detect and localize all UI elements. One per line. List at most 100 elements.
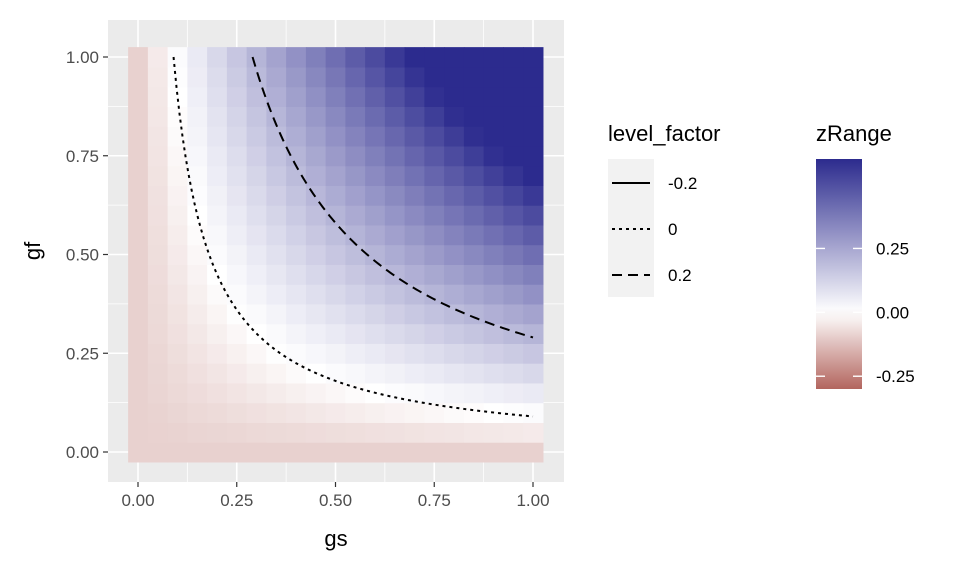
heatmap-tile xyxy=(226,323,248,344)
heatmap-tile xyxy=(424,284,445,305)
heatmap-tile xyxy=(167,442,188,463)
heatmap-tile xyxy=(444,402,465,423)
heatmap-tile xyxy=(187,86,208,107)
heatmap-tile xyxy=(404,323,425,344)
heatmap-tile xyxy=(286,66,307,88)
heatmap-tile xyxy=(226,363,248,384)
heatmap-tile xyxy=(207,66,228,88)
heatmap-tile xyxy=(384,205,406,226)
heatmap-tile xyxy=(147,205,169,226)
heatmap-tile xyxy=(147,442,169,463)
heatmap-tile xyxy=(187,224,208,246)
heatmap-tile xyxy=(325,382,346,404)
heatmap-tile xyxy=(305,165,327,186)
heatmap-tile xyxy=(286,303,307,325)
heatmap-tile xyxy=(286,106,307,127)
heatmap-tile xyxy=(345,106,366,127)
heatmap-tile xyxy=(424,382,445,404)
heatmap-tile xyxy=(384,303,406,325)
x-tick-label: 1.00 xyxy=(516,491,549,510)
heatmap-tile xyxy=(404,145,425,167)
heatmap-tile xyxy=(384,323,406,344)
heatmap-tile xyxy=(325,145,346,167)
heatmap-tile xyxy=(147,264,169,285)
heatmap-tile xyxy=(246,145,267,167)
linetype-legend-label: 0 xyxy=(668,220,677,239)
heatmap-tile xyxy=(483,126,504,147)
heatmap-tile xyxy=(147,303,169,325)
heatmap-tile xyxy=(523,106,544,127)
heatmap-tile xyxy=(503,402,524,423)
heatmap-tile xyxy=(463,422,485,443)
heatmap-tile xyxy=(128,343,149,364)
heatmap-tile xyxy=(128,224,149,246)
heatmap-tile xyxy=(305,66,327,88)
heatmap-tile xyxy=(483,106,504,127)
heatmap-tile xyxy=(286,422,307,443)
heatmap-tile xyxy=(325,442,346,463)
heatmap-tile xyxy=(483,382,504,404)
x-tick-label: 0.75 xyxy=(418,491,451,510)
heatmap-tile xyxy=(246,264,267,285)
heatmap-tile xyxy=(286,442,307,463)
heatmap-tile xyxy=(305,244,327,265)
heatmap-tile xyxy=(207,284,228,305)
heatmap-tile xyxy=(226,126,248,147)
heatmap-tile xyxy=(463,145,485,167)
heatmap-tile xyxy=(305,185,327,206)
heatmap-tile xyxy=(424,126,445,147)
heatmap-tile xyxy=(226,343,248,364)
heatmap-tile xyxy=(444,244,465,265)
heatmap-tile xyxy=(187,382,208,404)
heatmap-tile xyxy=(404,442,425,463)
heatmap-tile xyxy=(128,323,149,344)
heatmap-tile xyxy=(128,66,149,88)
heatmap-tile xyxy=(266,323,287,344)
heatmap-tile xyxy=(286,244,307,265)
heatmap-tile xyxy=(424,205,445,226)
heatmap-tile xyxy=(286,86,307,107)
heatmap-tile xyxy=(128,205,149,226)
heatmap-tile xyxy=(187,106,208,127)
heatmap-tile xyxy=(503,264,524,285)
heatmap-tile xyxy=(444,303,465,325)
heatmap-tile xyxy=(167,185,188,206)
heatmap-tile xyxy=(404,264,425,285)
heatmap-tile xyxy=(128,244,149,265)
heatmap-tile xyxy=(128,442,149,463)
heatmap-tile xyxy=(503,382,524,404)
heatmap-tile xyxy=(187,264,208,285)
heatmap-tile xyxy=(384,343,406,364)
heatmap-tile xyxy=(167,363,188,384)
heatmap-tile xyxy=(463,244,485,265)
heatmap-tile xyxy=(384,86,406,107)
heatmap-tile xyxy=(305,145,327,167)
heatmap-tile xyxy=(266,442,287,463)
heatmap-tile xyxy=(424,303,445,325)
heatmap-tile xyxy=(345,303,366,325)
heatmap-tile xyxy=(187,185,208,206)
colorbar-title: zRange xyxy=(816,121,892,146)
heatmap-tiles xyxy=(128,47,544,463)
heatmap-tile xyxy=(424,422,445,443)
heatmap-tile xyxy=(226,442,248,463)
heatmap-tile xyxy=(128,264,149,285)
heatmap-tile xyxy=(325,185,346,206)
heatmap-tile xyxy=(444,224,465,246)
heatmap-tile xyxy=(128,422,149,443)
heatmap-tile xyxy=(523,66,544,88)
heatmap-tile xyxy=(345,422,366,443)
heatmap-tile xyxy=(207,126,228,147)
heatmap-tile xyxy=(444,86,465,107)
heatmap-tile xyxy=(167,323,188,344)
colorbar-tick-label: 0.25 xyxy=(876,239,909,258)
y-tick-label: 0.25 xyxy=(66,344,99,363)
heatmap-tile xyxy=(365,323,386,344)
heatmap-tile xyxy=(424,165,445,186)
heatmap-tile xyxy=(266,145,287,167)
heatmap-tile xyxy=(305,106,327,127)
heatmap-tile xyxy=(365,47,386,68)
heatmap-tile xyxy=(424,106,445,127)
heatmap-tile xyxy=(345,363,366,384)
x-tick-label: 0.50 xyxy=(319,491,352,510)
